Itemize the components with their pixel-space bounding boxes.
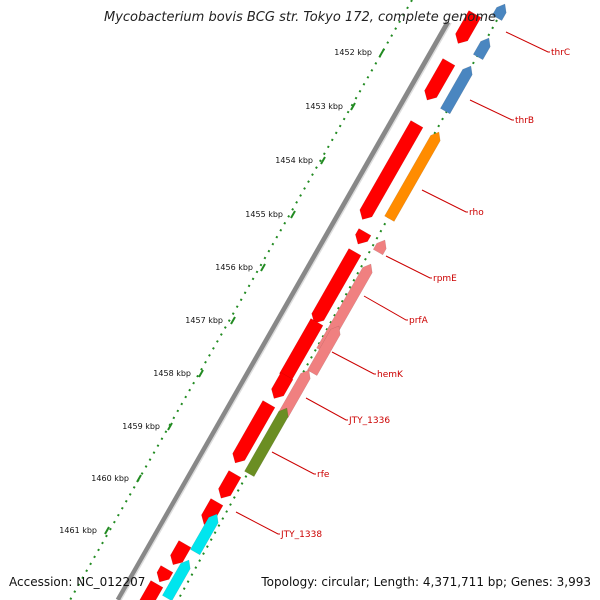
gene-label-thrb: thrB [515, 116, 534, 126]
tick-label: 1458 kbp [153, 369, 191, 378]
major-tick [167, 422, 173, 431]
cds-red-block [218, 470, 242, 499]
backbone [115, 20, 451, 600]
tick-label: 1461 kbp [59, 526, 97, 535]
cds-red-block [232, 400, 276, 464]
major-tick [379, 48, 385, 57]
ticks-layer: 1452 kbp 1453 kbp 1454 kbp 1455 kbp 1456 kbp… [59, 0, 498, 600]
gene-callout-line [331, 351, 376, 375]
tick-label: 1460 kbp [91, 474, 129, 483]
genome-summary-label: Topology: circular; Length: 4,371,711 bp… [261, 575, 591, 589]
tick-label: 1456 kbp [215, 263, 253, 272]
tick-label: 1459 kbp [122, 422, 160, 431]
tick-dots [69, 0, 413, 600]
tick-label: 1453 kbp [305, 102, 343, 111]
gene-label-jty-1338: JTY_1338 [280, 530, 322, 540]
gene-label-hemk: hemK [377, 370, 404, 380]
gene-jty-1338-block [162, 559, 191, 600]
gene-thrc-block [472, 37, 491, 61]
feature-track [162, 3, 507, 600]
gene-label-rho: rho [469, 208, 484, 218]
backbone-highlight [120, 22, 452, 600]
gene-hemk-block [307, 325, 341, 376]
gene-callout-line [305, 397, 348, 421]
cds-red-block [170, 540, 192, 566]
tick-label: 1454 kbp [275, 156, 313, 165]
accession-label: Accession: NC_012207 [9, 575, 146, 589]
cds-red-block [455, 10, 482, 44]
major-tick [320, 156, 326, 165]
gene-label-thrc: thrC [551, 48, 570, 58]
gene-callout-line [469, 99, 514, 121]
cds-red-block [156, 565, 174, 583]
gene-label-rpme: rpmE [433, 274, 457, 284]
gene-callout-line [363, 295, 408, 321]
gene-callout-line [505, 31, 550, 53]
map-title: Mycobacterium bovis BCG str. Tokyo 172, … [104, 10, 496, 25]
cds-red-block [139, 580, 164, 600]
tick-label: 1452 kbp [334, 48, 372, 57]
cds-red-block [355, 228, 372, 245]
gene-label-rfe: rfe [317, 470, 330, 480]
major-tick [290, 210, 296, 219]
major-tick [198, 369, 204, 378]
gene-jty-1338-block [190, 513, 219, 556]
major-tick [136, 474, 142, 483]
cds-red-block [359, 120, 424, 220]
gene-label-prfa: prfA [409, 316, 429, 326]
major-tick [230, 316, 236, 325]
gene-rho-block [384, 131, 441, 222]
gene-callout-line [235, 511, 280, 535]
gene-rfe-block [244, 407, 289, 478]
gene-callout-line [385, 255, 432, 279]
gene-thrc-block [491, 3, 507, 21]
major-tick [260, 263, 266, 272]
gene-rpme-block [372, 239, 387, 256]
gene-callout-line [421, 189, 468, 213]
cds-red-block [271, 372, 294, 399]
gene-label-jty-1336: JTY_1336 [348, 416, 390, 426]
gene-callout-line [271, 451, 316, 475]
cds-track [139, 10, 482, 600]
cds-red-block [424, 58, 456, 101]
major-tick [350, 102, 356, 111]
major-tick [104, 526, 110, 535]
gene-thrb-block [440, 65, 473, 115]
tick-label: 1455 kbp [245, 210, 283, 219]
tick-label: 1457 kbp [185, 316, 223, 325]
cds-red-block [311, 248, 362, 324]
